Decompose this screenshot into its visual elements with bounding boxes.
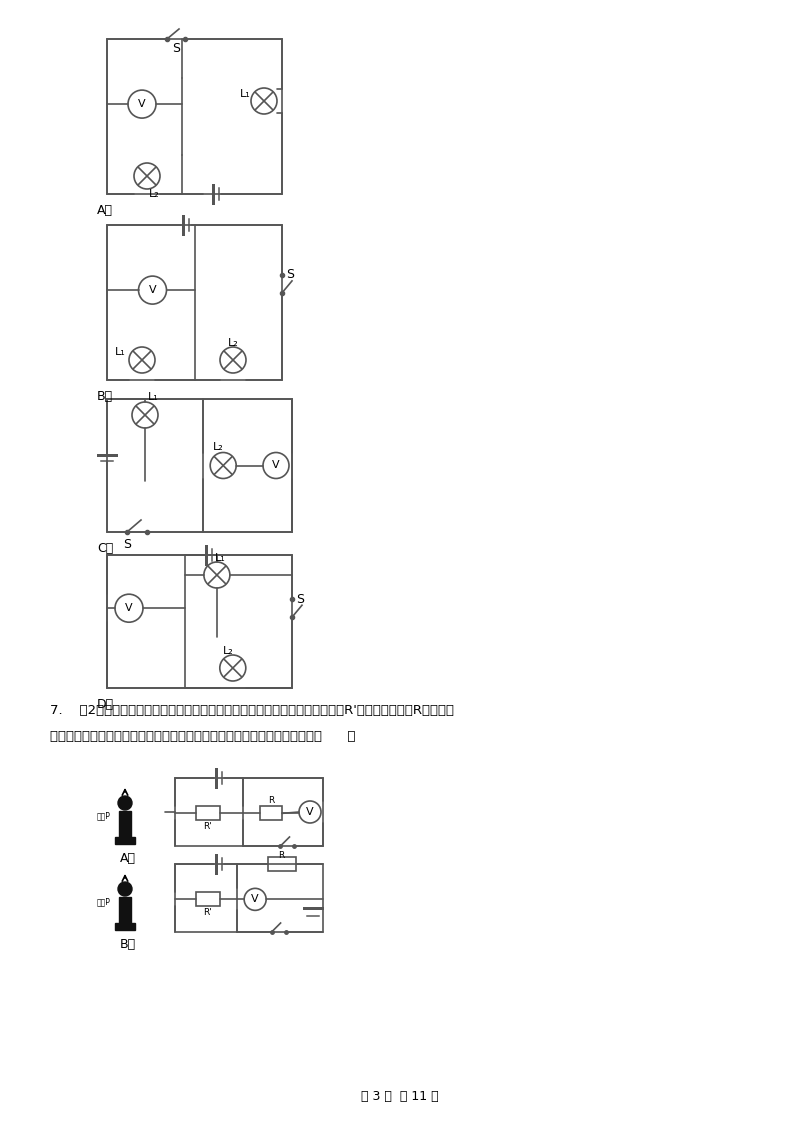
Text: V: V xyxy=(138,100,146,109)
Text: A．: A． xyxy=(120,851,136,865)
Circle shape xyxy=(129,348,155,374)
Text: S: S xyxy=(123,538,131,550)
Text: V: V xyxy=(251,894,259,904)
Text: V: V xyxy=(149,285,156,295)
Text: R': R' xyxy=(203,822,212,831)
Text: V: V xyxy=(272,461,280,471)
Circle shape xyxy=(244,889,266,910)
Text: L₁: L₁ xyxy=(115,348,126,357)
Polygon shape xyxy=(115,923,135,931)
Text: L₁: L₁ xyxy=(240,89,250,98)
Bar xyxy=(107,555,292,688)
Text: V: V xyxy=(125,603,133,614)
Text: L₂: L₂ xyxy=(149,189,160,199)
Text: L₂: L₂ xyxy=(228,338,238,348)
Circle shape xyxy=(220,348,246,374)
Circle shape xyxy=(132,402,158,428)
Text: L₂: L₂ xyxy=(222,646,234,657)
Circle shape xyxy=(118,796,132,811)
Circle shape xyxy=(299,801,321,823)
Text: R': R' xyxy=(203,908,212,917)
Text: 7.    （2分）小明观察了市场上的自动测高仪后，设计了以下四个电路，如图。R'是滑动变阻器，R是定值电: 7. （2分）小明观察了市场上的自动测高仪后，设计了以下四个电路，如图。R'是滑… xyxy=(50,703,454,717)
Polygon shape xyxy=(119,897,131,923)
Circle shape xyxy=(138,276,166,305)
Circle shape xyxy=(118,882,132,897)
Text: B．: B． xyxy=(120,937,136,951)
Bar xyxy=(107,38,282,194)
Text: R: R xyxy=(278,851,285,860)
Circle shape xyxy=(128,91,156,118)
Text: L₁: L₁ xyxy=(215,554,226,563)
Text: 阻，电源两极间电压恒定。其中能实现身高越高，电压表示数越大的电路是（      ）: 阻，电源两极间电压恒定。其中能实现身高越高，电压表示数越大的电路是（ ） xyxy=(50,729,355,743)
Circle shape xyxy=(263,453,289,479)
Circle shape xyxy=(220,655,246,681)
Circle shape xyxy=(134,163,160,189)
Bar xyxy=(260,806,282,821)
Text: 踏片P: 踏片P xyxy=(97,898,111,907)
Circle shape xyxy=(251,88,277,114)
Text: B．: B． xyxy=(97,389,113,403)
Circle shape xyxy=(210,453,236,479)
Text: C．: C． xyxy=(97,541,114,555)
Text: 踏片P: 踏片P xyxy=(97,812,111,821)
Text: D．: D． xyxy=(97,697,114,711)
Text: R: R xyxy=(268,796,274,805)
Bar xyxy=(195,892,219,907)
Text: S: S xyxy=(296,593,304,606)
Bar xyxy=(175,864,323,932)
Text: L₂: L₂ xyxy=(213,443,224,453)
Text: 第 3 页  共 11 页: 第 3 页 共 11 页 xyxy=(361,1089,439,1103)
Bar xyxy=(195,806,219,821)
Bar xyxy=(107,398,292,532)
Bar xyxy=(175,778,323,846)
Polygon shape xyxy=(119,811,131,837)
Text: L₁: L₁ xyxy=(148,392,158,402)
Bar xyxy=(107,225,282,380)
Text: A．: A． xyxy=(97,204,113,216)
Text: S: S xyxy=(286,268,294,282)
Text: V: V xyxy=(306,807,314,817)
Bar xyxy=(267,857,295,871)
Circle shape xyxy=(204,561,230,588)
Polygon shape xyxy=(115,837,135,844)
Circle shape xyxy=(115,594,143,623)
Text: S: S xyxy=(172,43,180,55)
